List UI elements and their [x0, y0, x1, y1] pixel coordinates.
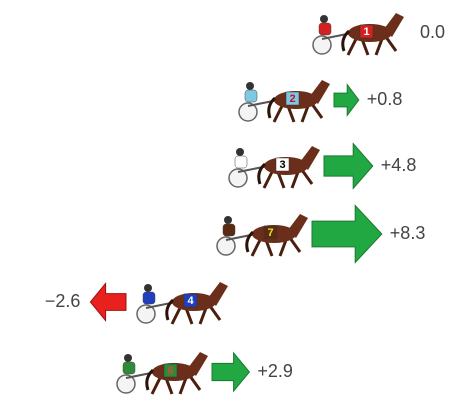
- horse-icon: 6: [116, 352, 208, 395]
- sulky-wheel: [136, 304, 156, 324]
- horse-leg: [188, 375, 202, 391]
- horse-neck: [288, 214, 308, 238]
- horse-icon: 4: [136, 282, 228, 325]
- horse-icon: 3: [228, 146, 320, 189]
- gain-arrow: [333, 83, 360, 117]
- horse-leg: [300, 169, 314, 185]
- horse-number: 7: [267, 227, 273, 239]
- sulky-wheel: [238, 102, 258, 122]
- driver-body: [244, 89, 258, 103]
- driver-head: [144, 284, 152, 292]
- value-label: +4.8: [381, 155, 417, 175]
- saddle-cloth: [263, 225, 278, 240]
- horse-leg: [286, 105, 296, 123]
- horse-neck: [188, 352, 208, 376]
- horse-tail: [341, 29, 351, 52]
- horse-leg: [150, 377, 162, 395]
- horse-leg: [346, 38, 358, 56]
- horse-number: 4: [187, 295, 194, 307]
- horse-icon: 7: [216, 214, 308, 257]
- horse-neck: [310, 80, 330, 104]
- horse-leg: [178, 377, 188, 395]
- horse-leg: [184, 307, 194, 325]
- horse-leg: [374, 38, 384, 56]
- sulky-wheel: [312, 35, 332, 55]
- sulky-wheel: [116, 374, 136, 394]
- driver-head: [124, 354, 132, 362]
- horse-number: 2: [289, 93, 295, 105]
- driver-body: [234, 155, 248, 169]
- value-label: 0.0: [420, 22, 445, 42]
- saddle-cloth: [359, 24, 374, 39]
- horse-leg: [384, 36, 398, 52]
- value-label: +0.8: [367, 89, 403, 109]
- driver-body: [142, 291, 156, 305]
- horse-number: 1: [363, 26, 369, 38]
- driver-body: [222, 223, 236, 237]
- horse-leg: [290, 171, 300, 189]
- horse-leg: [288, 237, 302, 253]
- loss-arrow: [89, 282, 127, 322]
- value-label: +8.3: [390, 223, 426, 243]
- driver-head: [246, 82, 254, 90]
- saddle-cloth: [183, 293, 198, 308]
- horse-leg: [198, 307, 208, 325]
- horse-leg: [360, 38, 370, 56]
- saddle-cloth: [275, 157, 290, 172]
- horse-leg: [264, 239, 274, 257]
- horse-tail: [257, 162, 267, 185]
- gain-arrow: [211, 351, 251, 393]
- gain-arrow: [323, 142, 374, 190]
- horse-leg: [310, 103, 324, 119]
- horse-icon: 2: [238, 80, 330, 123]
- horse-leg: [170, 307, 182, 325]
- value-label: −2.6: [45, 291, 81, 311]
- horse-tail: [165, 298, 175, 321]
- horse-tail: [145, 368, 155, 391]
- driver-body: [122, 361, 136, 375]
- driver-body: [318, 22, 332, 36]
- horse-leg: [272, 105, 284, 123]
- horse-neck: [208, 282, 228, 306]
- horse-leg: [262, 171, 274, 189]
- driver-head: [224, 216, 232, 224]
- saddle-cloth: [163, 363, 178, 378]
- driver-head: [320, 15, 328, 23]
- horse-leg: [208, 305, 222, 321]
- horse-tail: [245, 230, 255, 253]
- sulky-wheel: [216, 236, 236, 256]
- horse-neck: [300, 146, 320, 170]
- horse-tail: [267, 96, 277, 119]
- sulky-wheel: [228, 168, 248, 188]
- horse-leg: [164, 377, 174, 395]
- horse-leg: [250, 239, 262, 257]
- horse-leg: [300, 105, 310, 123]
- gain-arrow: [311, 204, 383, 264]
- value-label: +2.9: [257, 361, 293, 381]
- horse-leg: [276, 171, 286, 189]
- horse-number: 6: [167, 365, 173, 377]
- horse-number: 3: [279, 159, 285, 171]
- horse-icon: 1: [312, 13, 404, 56]
- horse-neck: [384, 13, 404, 37]
- horse-leg: [278, 239, 288, 257]
- driver-head: [236, 148, 244, 156]
- saddle-cloth: [285, 91, 300, 106]
